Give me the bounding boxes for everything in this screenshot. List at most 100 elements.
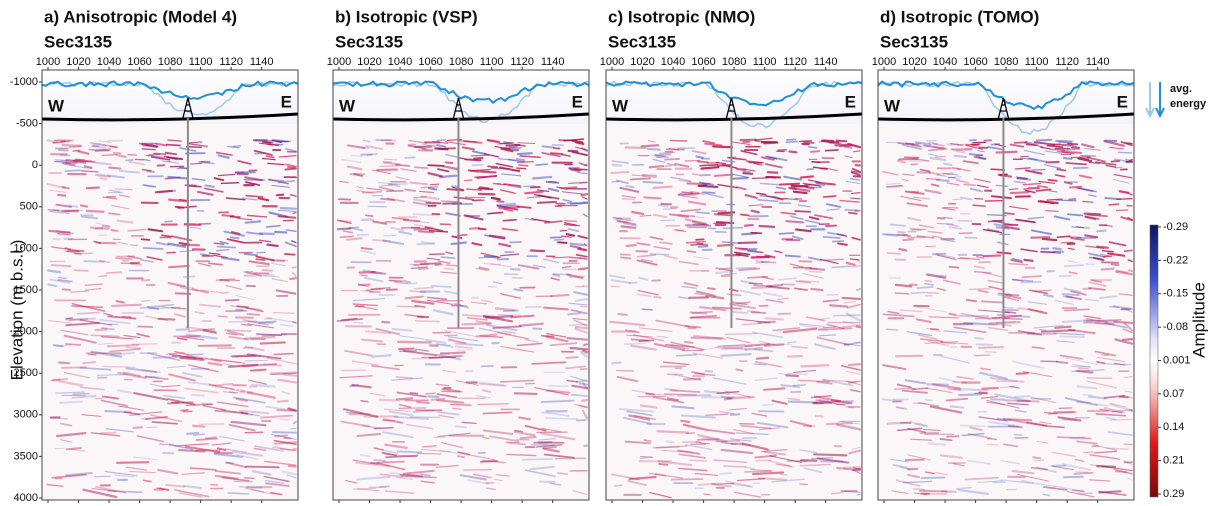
reflector — [473, 473, 492, 479]
reflector — [1122, 328, 1133, 334]
reflector — [691, 310, 713, 315]
reflector — [542, 446, 557, 449]
reflector — [928, 141, 939, 146]
reflector — [657, 203, 669, 208]
reflector — [63, 210, 79, 213]
reflector — [1070, 290, 1087, 296]
reflector — [349, 384, 360, 388]
reflector — [249, 368, 267, 372]
reflector — [140, 238, 151, 241]
reflector — [697, 434, 728, 443]
reflector — [1011, 469, 1035, 475]
reflector — [276, 399, 289, 403]
reflector — [625, 334, 653, 338]
reflector — [896, 159, 907, 164]
reflector — [214, 470, 241, 475]
reflector — [980, 300, 1004, 304]
reflector — [141, 299, 151, 302]
reflector — [1031, 229, 1053, 236]
reflector — [220, 256, 240, 262]
reflector — [110, 303, 142, 308]
reflector — [402, 280, 411, 284]
reflector — [831, 265, 852, 269]
reflector — [378, 186, 394, 192]
reflector — [580, 352, 588, 358]
reflector — [359, 274, 368, 277]
x-tick-label: 1100 — [189, 56, 213, 68]
reflector — [901, 178, 910, 182]
reflector — [988, 421, 1015, 427]
reflector — [818, 398, 830, 402]
reflector — [1117, 151, 1132, 154]
reflector — [272, 446, 292, 452]
reflector — [566, 337, 589, 341]
reflector — [1067, 247, 1075, 250]
reflector — [969, 187, 983, 193]
reflector — [1044, 150, 1062, 155]
seismic-image — [336, 138, 589, 496]
reflector — [640, 258, 654, 263]
reflector — [956, 375, 974, 380]
reflector — [524, 190, 544, 195]
reflector — [977, 480, 1003, 483]
reflector — [684, 224, 705, 227]
reflector — [414, 319, 440, 323]
reflector — [699, 164, 719, 167]
reflector — [637, 293, 652, 297]
reflector — [153, 152, 167, 156]
reflector — [641, 308, 653, 311]
reflector — [582, 409, 588, 420]
reflector — [165, 143, 181, 147]
topography — [877, 112, 1135, 122]
west-label: W — [48, 96, 65, 115]
reflector — [111, 204, 130, 210]
reflector — [1087, 213, 1108, 218]
reflector — [265, 482, 290, 487]
seismic-image — [46, 139, 298, 499]
reflector — [433, 309, 454, 316]
reflector — [1063, 287, 1082, 294]
reflector — [617, 312, 628, 317]
reflector — [765, 175, 782, 179]
reflector — [425, 201, 442, 205]
reflector — [129, 244, 139, 246]
reflector — [680, 419, 691, 424]
reflector — [1105, 416, 1117, 421]
reflector — [419, 262, 442, 266]
reflector — [414, 348, 429, 352]
reflector — [790, 184, 809, 188]
reflector — [1107, 431, 1133, 436]
reflector — [782, 327, 818, 334]
reflector — [578, 162, 588, 167]
reflector — [398, 407, 427, 410]
reflector — [265, 155, 275, 159]
x-tick-label: 1100 — [1025, 56, 1049, 68]
reflector — [912, 158, 930, 162]
reflector — [656, 430, 690, 434]
reflector — [705, 294, 725, 300]
reflector — [906, 202, 929, 208]
reflector — [483, 255, 500, 259]
reflector — [745, 466, 756, 470]
reflector — [951, 167, 961, 171]
reflector — [82, 361, 96, 365]
reflector — [822, 379, 857, 383]
reflector — [117, 405, 144, 411]
reflector — [925, 387, 953, 394]
reflector — [388, 183, 401, 188]
reflector — [103, 312, 113, 316]
reflector — [65, 343, 82, 346]
reflector — [248, 320, 274, 325]
reflector — [178, 198, 187, 202]
reflector — [353, 487, 376, 490]
reflector — [658, 394, 675, 396]
reflector — [822, 258, 844, 261]
reflector — [114, 188, 133, 191]
reflector — [824, 149, 839, 152]
reflector — [144, 375, 159, 379]
reflector — [1093, 450, 1118, 454]
reflector — [936, 172, 954, 176]
reflector — [79, 367, 112, 371]
reflector — [1069, 436, 1086, 439]
reflector — [357, 488, 380, 492]
